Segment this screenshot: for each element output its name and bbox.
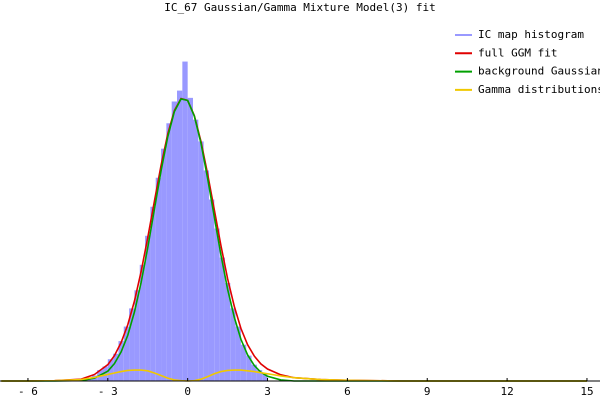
histogram-bar [113, 353, 119, 381]
histogram-bar [134, 290, 140, 381]
histogram-bar [155, 177, 162, 381]
histogram-bar [139, 264, 146, 381]
x-tick-label: 3 [264, 385, 271, 398]
histogram-bar [214, 228, 220, 381]
histogram-bar [246, 355, 252, 381]
histogram-bar [262, 373, 268, 381]
x-tick-label: 15 [580, 385, 593, 398]
histogram-bar [177, 90, 183, 381]
histogram-bar [203, 170, 209, 381]
x-tick-label: 0 [184, 385, 191, 398]
x-tick-label: - 6 [18, 385, 38, 398]
chart-title: IC_67 Gaussian/Gamma Mixture Model(3) fi… [164, 1, 436, 14]
legend-label: IC map histogram [478, 28, 584, 41]
histogram-bar [240, 344, 247, 381]
histogram-bar [166, 123, 172, 382]
histogram-bar [224, 282, 231, 381]
histogram-bar [145, 235, 151, 381]
histogram-bar [182, 61, 188, 382]
x-tick-label: 12 [500, 385, 513, 398]
histogram-bar [102, 366, 108, 381]
fit-line [1, 369, 587, 382]
histogram-bar [187, 97, 193, 382]
histogram-bar [230, 308, 236, 381]
histogram-bar [251, 364, 257, 381]
legend-label: background Gaussian [478, 65, 600, 78]
histogram-bar [219, 257, 225, 381]
histogram-bar [150, 206, 156, 381]
x-tick-label: - 3 [98, 385, 118, 398]
x-tick-label: 6 [344, 385, 351, 398]
histogram-bar [208, 199, 215, 381]
histogram-bar [256, 370, 263, 381]
histogram-bar [171, 101, 178, 382]
histogram-bar [235, 326, 241, 381]
histogram-bar [129, 308, 135, 381]
histogram-bar [192, 119, 199, 381]
x-tick-label: 9 [424, 385, 431, 398]
legend-label: full GGM fit [478, 46, 557, 59]
legend-label: Gamma distributions [478, 83, 600, 96]
histogram-bar [123, 326, 130, 381]
histogram-bar [118, 341, 124, 381]
histogram-bar [198, 141, 204, 381]
histogram-bar [161, 148, 167, 381]
histogram-bar [107, 359, 114, 381]
